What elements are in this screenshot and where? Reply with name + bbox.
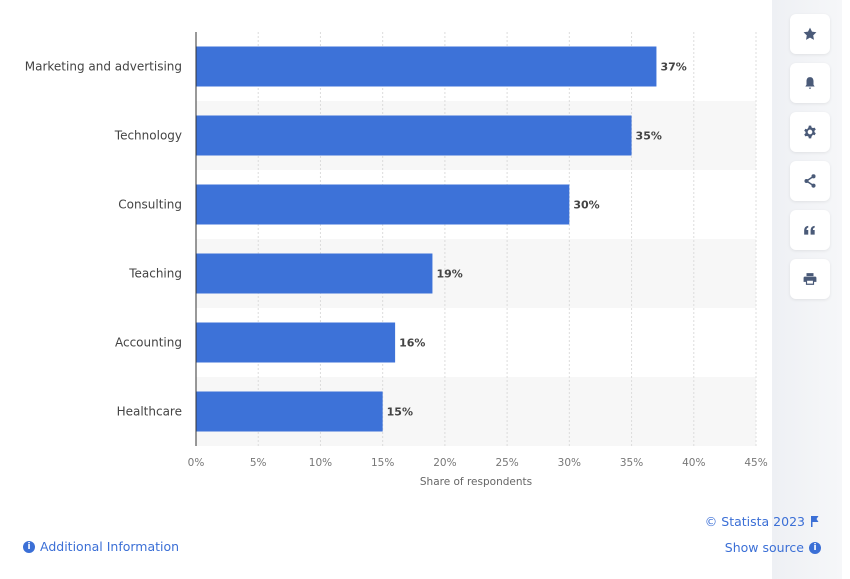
print-button[interactable] (790, 259, 830, 299)
x-tick-label: 0% (188, 457, 205, 469)
category-label: Healthcare (117, 405, 182, 419)
x-tick-label: 20% (433, 457, 456, 469)
x-tick-label: 45% (744, 457, 767, 469)
x-tick-label: 5% (250, 457, 267, 469)
category-label: Technology (114, 129, 182, 143)
print-icon (803, 273, 817, 285)
cite-button[interactable] (790, 210, 830, 250)
category-label: Accounting (115, 336, 182, 350)
x-tick-label: 30% (558, 457, 581, 469)
favorite-button[interactable] (790, 14, 830, 54)
star-icon (803, 27, 817, 40)
bar (196, 391, 383, 432)
category-label: Teaching (128, 267, 182, 281)
bar (196, 322, 396, 363)
share-button[interactable] (790, 161, 830, 201)
data-label: 35% (636, 130, 662, 143)
bar (196, 253, 433, 294)
quote-icon (804, 225, 815, 235)
bar (196, 184, 570, 225)
show-source-label: Show source (724, 540, 804, 555)
x-tick-label: 15% (371, 457, 394, 469)
copyright-text: © Statista 2023 (704, 514, 805, 529)
info-icon: i (809, 541, 821, 554)
data-label: 15% (387, 406, 413, 419)
x-tick-label: 40% (682, 457, 705, 469)
copyright-link[interactable]: © Statista 2023 (705, 514, 820, 529)
bar (196, 115, 632, 156)
bar (196, 46, 657, 87)
category-label: Consulting (118, 198, 182, 212)
data-label: 16% (399, 337, 425, 350)
settings-button[interactable] (790, 112, 830, 152)
x-tick-label: 25% (495, 457, 518, 469)
bar-chart: 0% 5% 10% 15% 20% 25% 30% 35% 40% 45% Share of res… (25, 32, 768, 488)
category-label: Marketing and advertising (25, 60, 182, 74)
x-tick-label: 35% (620, 457, 643, 469)
data-label: 19% (436, 268, 462, 281)
data-label: 30% (573, 199, 599, 212)
notification-button[interactable] (790, 63, 830, 103)
x-tick-label: 10% (309, 457, 332, 469)
x-axis-title: Share of respondents (420, 476, 532, 488)
bell-icon (805, 77, 815, 89)
flag-icon (811, 516, 819, 527)
additional-information-link[interactable]: i Additional Information (23, 539, 179, 554)
share-icon (804, 174, 816, 188)
data-label: 37% (660, 61, 686, 74)
info-icon: i (23, 540, 35, 553)
gear-icon (804, 125, 816, 139)
additional-information-label: Additional Information (40, 539, 180, 554)
show-source-link[interactable]: Show source i (725, 540, 821, 555)
